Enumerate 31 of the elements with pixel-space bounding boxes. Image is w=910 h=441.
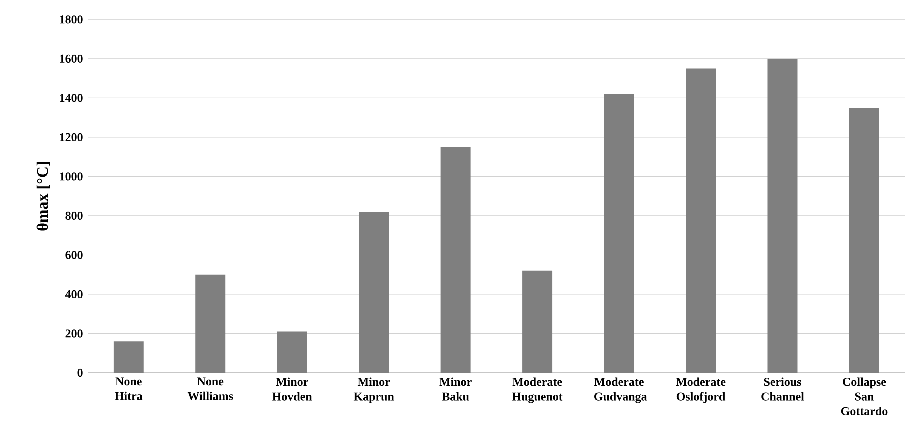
y-tick-label: 600 — [66, 251, 83, 260]
bar — [686, 68, 716, 373]
y-tick-label: 200 — [66, 330, 83, 338]
bar — [359, 212, 390, 373]
x-tick-label: Moderate Oslofjord — [676, 378, 726, 404]
bar — [849, 108, 880, 373]
x-tick-label: Collapse San Gottardo — [841, 378, 888, 416]
x-tick-label: Moderate Gudvanga — [594, 378, 648, 404]
y-tick-label: 1400 — [60, 94, 83, 102]
bar — [196, 274, 226, 373]
bar — [440, 147, 471, 373]
x-tick-label: None Williams — [188, 378, 234, 400]
x-tick-label: Serious Channel — [762, 378, 804, 401]
bar — [768, 58, 798, 373]
y-tick-label: 400 — [65, 290, 83, 299]
y-tick-label: 1600 — [60, 54, 83, 63]
x-tick-label: Moderate Huguenot — [512, 378, 563, 404]
bar — [277, 332, 308, 373]
y-tick-label: 1000 — [60, 172, 83, 181]
x-tick-label: Minor Kaprun — [354, 378, 394, 404]
bar — [522, 270, 553, 373]
x-tick-label: Minor Baku — [440, 378, 472, 401]
y-tick-label: 800 — [66, 212, 83, 220]
y-tick-label: 0 — [78, 368, 83, 378]
x-tick-label: None Hitra — [115, 378, 143, 400]
y-tick-label: 1800 — [60, 16, 83, 24]
y-axis-title: θmax [°C] — [36, 162, 50, 231]
bar — [114, 342, 144, 373]
bar — [604, 94, 634, 373]
y-tick-label: 1200 — [60, 133, 83, 142]
x-tick-label: Minor Hovden — [272, 378, 312, 401]
